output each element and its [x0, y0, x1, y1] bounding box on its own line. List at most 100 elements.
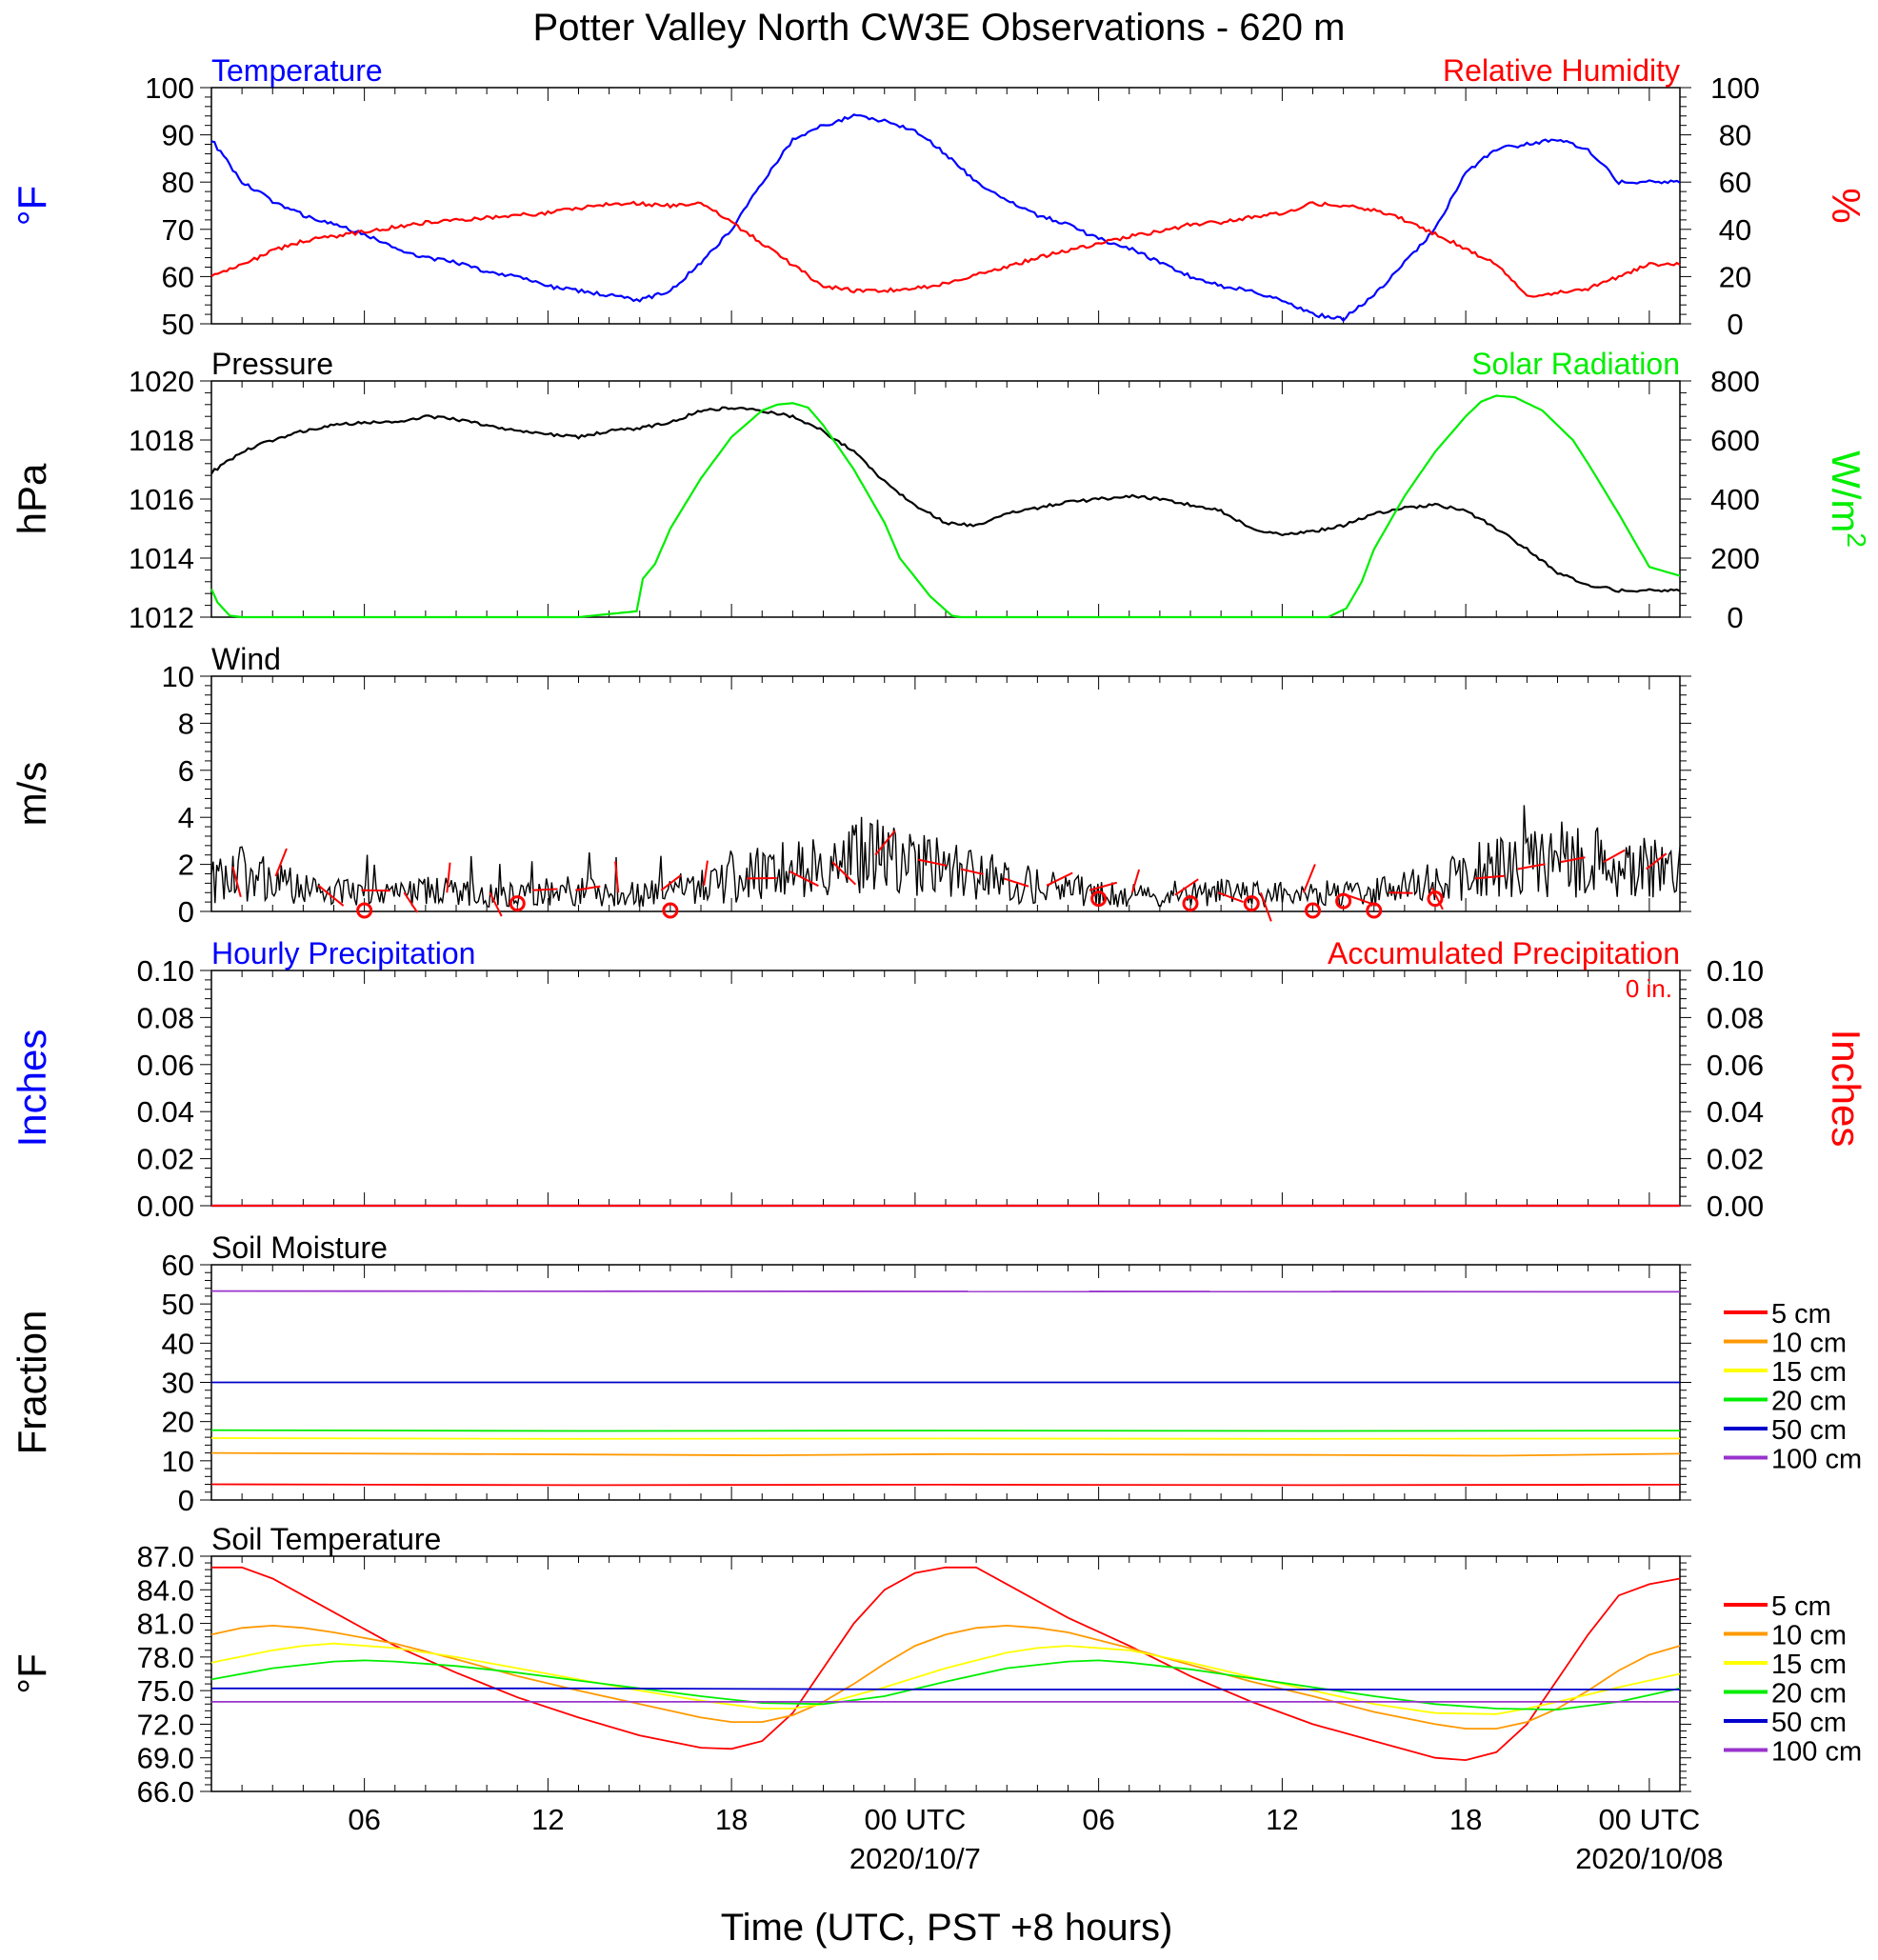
panel-precipitation: 0.10 0.08 0.06 0.04 0.02 0.00 0.10 0.08 0.06 0.04… — [10, 936, 1868, 1223]
calm-wind-marker — [662, 902, 679, 919]
wind-barb — [1003, 877, 1029, 888]
legend-label: 20 cm — [1771, 1387, 1847, 1417]
y-tick-label-left: 81.0 — [137, 1608, 194, 1641]
y-tick-label-left: 84.0 — [137, 1573, 194, 1607]
panel-soil_temperature: 87.084.081.078.075.072.069.066.0 Soil Tem… — [10, 1522, 1862, 1809]
wind-barb — [1302, 864, 1316, 893]
x-tick-label: 12 — [531, 1803, 564, 1836]
y-tick-label-right: 600 — [1710, 424, 1760, 457]
y-tick-label-left: 6 — [178, 754, 194, 788]
y-tick-label-left: 0 — [178, 895, 194, 929]
y-tick-label-left: 69.0 — [137, 1742, 194, 1775]
x-axis-label: Time (UTC, PST +8 hours) — [721, 1907, 1173, 1949]
y-tick-label-left: 0.08 — [137, 1001, 194, 1034]
y-tick-label-left: 87.0 — [137, 1540, 194, 1573]
figure-title: Potter Valley North CW3E Observations - … — [533, 7, 1346, 49]
wind-barb — [703, 860, 709, 886]
y-tick-label-right: 400 — [1710, 483, 1760, 516]
y-tick-label-left: 0.04 — [137, 1095, 194, 1129]
x-date-label: 2020/10/08 — [1575, 1842, 1723, 1875]
y-tick-label-left: 66.0 — [137, 1775, 194, 1809]
y-tick-label-right: 0 — [1727, 308, 1743, 341]
y-tick-label-right: 0.06 — [1707, 1049, 1764, 1082]
y-tick-label-left: 0 — [178, 1484, 194, 1517]
wind-barb — [274, 848, 288, 877]
legend-label: 5 cm — [1771, 1299, 1831, 1330]
y-tick-label-left: 10 — [162, 660, 194, 693]
wind-barb — [1646, 852, 1668, 870]
y-tick-label-left: 1014 — [129, 542, 194, 575]
y-tick-label-left: 0.02 — [137, 1143, 194, 1176]
y-tick-label-left: 1020 — [129, 365, 194, 398]
y-tick-label-left: 2 — [178, 849, 194, 882]
y-tick-label-left: 30 — [162, 1367, 194, 1400]
y-axis-unit-left: m/s — [10, 762, 54, 827]
y-tick-label-left: 1016 — [129, 483, 194, 516]
y-tick-label-right: 100 — [1710, 71, 1760, 105]
x-date-label: 2020/10/7 — [849, 1842, 981, 1875]
y-tick-label-left: 60 — [162, 1249, 194, 1282]
series-temperature — [210, 113, 1681, 323]
x-tick-label: 12 — [1266, 1803, 1298, 1836]
y-tick-label-left: 40 — [162, 1327, 194, 1360]
y-axis-unit-right: % — [1824, 188, 1868, 223]
y-axis-unit-right: Inches — [1824, 1030, 1868, 1148]
panel-wind: 10 8 6 4 2 0 Wind m/s — [10, 642, 1691, 929]
y-tick-label-left: 1018 — [129, 424, 194, 457]
legend-label: 100 cm — [1771, 1737, 1862, 1768]
panel-pressure_solar: 1020 1018 1016 1014 1012 800 600 400 200 0 Pressur… — [10, 347, 1871, 634]
series-10-cm — [210, 1624, 1681, 1730]
panel-title-left: Pressure — [211, 347, 333, 381]
wind-barb — [1174, 878, 1199, 896]
y-tick-label-right: 0.10 — [1707, 954, 1764, 988]
y-tick-label-left: 90 — [162, 119, 194, 152]
y-tick-label-right: 0.08 — [1707, 1001, 1764, 1034]
y-axis-unit-left: hPa — [10, 463, 54, 534]
wind-barb — [1046, 871, 1073, 887]
wind-barb — [1089, 881, 1118, 891]
wind-barb — [660, 874, 682, 891]
y-tick-label-left: 60 — [162, 260, 194, 293]
y-tick-label-right: 40 — [1719, 213, 1751, 247]
wind-barb — [231, 866, 242, 897]
y-tick-label-left: 10 — [162, 1445, 194, 1478]
panel-temperature_humidity: 100 90 80 70 60 50 100 80 60 40 20 0 Temperature Rela… — [10, 53, 1868, 341]
wind-barb — [614, 861, 620, 893]
wind-barb — [1259, 891, 1272, 922]
wind-barb — [831, 861, 857, 886]
accumulated-total-label: 0 in. — [1626, 974, 1672, 1003]
series-15-cm — [210, 1642, 1681, 1715]
calm-wind-marker — [1090, 890, 1108, 908]
y-tick-label-left: 72.0 — [137, 1708, 194, 1741]
series-50-cm — [211, 1687, 1680, 1690]
wind-barb — [789, 870, 819, 888]
panel-title-left: Soil Moisture — [211, 1230, 388, 1265]
series-10-cm — [210, 1451, 1681, 1457]
legend-label: 50 cm — [1771, 1415, 1847, 1446]
x-tick-label: 00 UTC — [1598, 1803, 1700, 1836]
legend-label: 10 cm — [1771, 1621, 1847, 1651]
x-tick-label: 00 UTC — [864, 1803, 966, 1836]
panel-title-left: Temperature — [211, 53, 383, 88]
series-solar-radiation — [210, 394, 1681, 619]
y-tick-label-right: 0.04 — [1707, 1095, 1764, 1129]
panel-title-right: Relative Humidity — [1443, 53, 1680, 88]
wind-barb — [575, 885, 601, 891]
panel-title-left: Wind — [211, 642, 281, 676]
x-tick-label: 18 — [715, 1803, 748, 1836]
legend-label: 50 cm — [1771, 1708, 1847, 1738]
calm-wind-marker — [356, 902, 373, 919]
y-tick-label-left: 50 — [162, 308, 194, 341]
wind-barb — [446, 862, 451, 893]
y-tick-label-right: 80 — [1719, 119, 1751, 152]
y-tick-label-right: 0.00 — [1707, 1190, 1764, 1223]
time-axis: 06 12 18 00 UTC 2020/10/7 06 12 18 00 UTC 2020/10… — [348, 1803, 1723, 1875]
x-tick-label: 06 — [348, 1803, 380, 1836]
panel-title-right: Solar Radiation — [1471, 347, 1680, 381]
panel-title-left: Soil Temperature — [211, 1522, 441, 1556]
series-wind-speed — [210, 805, 1681, 909]
panel-title-left: Hourly Precipitation — [211, 936, 475, 970]
legend-label: 10 cm — [1771, 1329, 1847, 1359]
y-tick-label-right: 800 — [1710, 365, 1760, 398]
